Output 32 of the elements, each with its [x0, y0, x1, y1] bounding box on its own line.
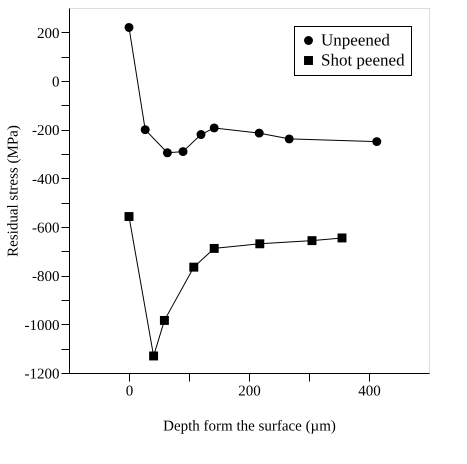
point	[255, 239, 264, 248]
y-axis-title: Residual stress (MPa)	[6, 125, 22, 257]
point	[140, 125, 150, 134]
y-tick-label: 200	[37, 26, 60, 42]
x-axis-title: Depth form the surface (µm)	[163, 418, 336, 434]
x-tick-label: 0	[126, 384, 134, 400]
point	[284, 134, 294, 144]
point	[178, 147, 188, 156]
y-tick-label: -1200	[24, 366, 60, 382]
x-tick-label: 200	[238, 384, 261, 400]
point	[160, 316, 169, 325]
point	[124, 212, 134, 222]
point	[196, 130, 206, 139]
point	[254, 128, 264, 138]
x-tick-label: 400	[358, 384, 381, 400]
point	[308, 236, 316, 246]
legend-label: Unpeened	[321, 30, 390, 50]
y-tick-label: -200	[32, 123, 60, 140]
y-tick-label: -600	[32, 220, 60, 236]
y-tick-label: -1000	[24, 318, 60, 334]
point	[162, 148, 172, 158]
point	[149, 351, 158, 360]
point	[189, 262, 198, 272]
y-tick-label: -800	[32, 269, 60, 286]
y-tick-label: 0	[52, 74, 60, 90]
legend-label: Shot peened	[321, 50, 406, 70]
point	[124, 23, 134, 32]
point	[338, 233, 346, 242]
point	[210, 124, 219, 132]
point	[210, 244, 219, 253]
point	[372, 137, 382, 146]
y-tick-label: -400	[32, 172, 60, 188]
